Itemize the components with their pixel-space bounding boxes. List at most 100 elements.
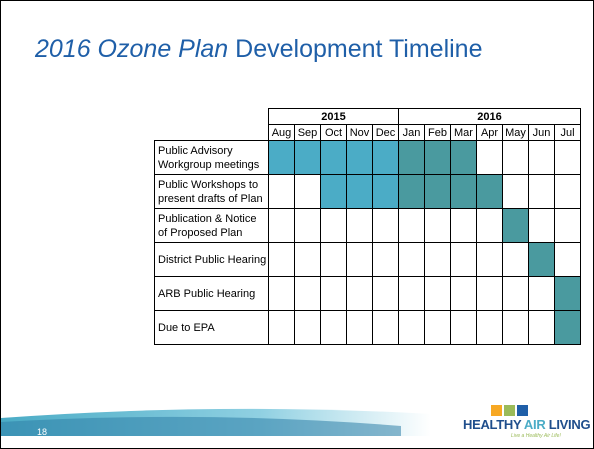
task-row: District Public Hearing [154, 242, 581, 277]
empty-cell [554, 174, 581, 209]
empty-cell [450, 310, 477, 345]
filled-cell [528, 242, 555, 277]
logo: HEALTHY AIR LIVING Live a Healthy Air Li… [463, 403, 591, 443]
empty-cell [346, 242, 373, 277]
filled-cell [372, 140, 399, 175]
filled-cell [294, 140, 321, 175]
task-label: ARB Public Hearing [154, 276, 269, 311]
filled-cell [372, 174, 399, 209]
task-label: Due to EPA [154, 310, 269, 345]
empty-cell [268, 276, 295, 311]
empty-cell [502, 242, 529, 277]
month-header: Aug [268, 124, 295, 141]
logo-tagline: Live a Healthy Air Life! [511, 433, 561, 439]
logo-square [517, 405, 528, 416]
empty-cell [268, 174, 295, 209]
filled-cell [346, 174, 373, 209]
swoosh-shade [1, 416, 401, 436]
empty-cell [320, 276, 347, 311]
empty-cell [502, 310, 529, 345]
month-header: Sep [294, 124, 321, 141]
month-header: Jan [398, 124, 425, 141]
empty-cell [294, 208, 321, 243]
filled-cell [554, 276, 581, 311]
empty-cell [554, 140, 581, 175]
empty-cell [320, 310, 347, 345]
empty-cell [502, 174, 529, 209]
empty-cell [268, 310, 295, 345]
empty-cell [268, 242, 295, 277]
empty-cell [398, 310, 425, 345]
timeline-table: 2015 2016 Aug Sep Oct Nov Dec Jan Feb Mar Apr May Ju… [154, 108, 581, 345]
page-number: 18 [37, 427, 48, 437]
empty-cell [346, 310, 373, 345]
empty-cell [294, 242, 321, 277]
filled-cell [424, 140, 451, 175]
task-label: District Public Hearing [154, 242, 269, 277]
filled-cell [398, 174, 425, 209]
empty-cell [554, 242, 581, 277]
empty-cell [398, 242, 425, 277]
filled-cell [476, 174, 503, 209]
year-header: 2016 [398, 108, 581, 125]
logo-text: HEALTHY AIR LIVING [463, 417, 591, 432]
empty-cell [476, 208, 503, 243]
empty-cell [424, 310, 451, 345]
empty-cell [320, 242, 347, 277]
month-row: Aug Sep Oct Nov Dec Jan Feb Mar Apr May Jun Jul [155, 124, 581, 141]
task-row: ARB Public Hearing [154, 276, 581, 311]
empty-cell [424, 208, 451, 243]
empty-cell [476, 276, 503, 311]
empty-cell [450, 276, 477, 311]
logo-word: HEALTHY [463, 417, 524, 432]
empty-cell [372, 276, 399, 311]
filled-cell [554, 310, 581, 345]
month-header: May [502, 124, 529, 141]
empty-cell [346, 208, 373, 243]
logo-word: AIR [523, 417, 546, 432]
task-label: Publication & Notice of Proposed Plan [154, 208, 269, 243]
empty-cell [528, 310, 555, 345]
empty-cell [528, 276, 555, 311]
month-header: Dec [372, 124, 399, 141]
empty-cell [424, 242, 451, 277]
empty-cell [320, 208, 347, 243]
empty-cell [372, 242, 399, 277]
empty-cell [502, 140, 529, 175]
filled-cell [320, 140, 347, 175]
filled-cell [502, 208, 529, 243]
task-label: Public Advisory Workgroup meetings [154, 140, 269, 175]
month-header: Feb [424, 124, 451, 141]
title: 2016 Ozone Plan Development Timeline [35, 35, 483, 64]
empty-cell [450, 242, 477, 277]
filled-cell [450, 174, 477, 209]
year-header: 2015 [268, 108, 399, 125]
empty-cell [398, 276, 425, 311]
footer-swoosh [1, 408, 431, 436]
empty-cell [450, 208, 477, 243]
filled-cell [398, 140, 425, 175]
empty-cell [476, 242, 503, 277]
logo-square [491, 405, 502, 416]
empty-cell [476, 310, 503, 345]
empty-cell [528, 208, 555, 243]
empty-cell [476, 140, 503, 175]
filled-cell [346, 140, 373, 175]
filled-cell [450, 140, 477, 175]
empty-cell [554, 208, 581, 243]
empty-cell [294, 174, 321, 209]
logo-word: LIVING [545, 417, 591, 432]
title-emphasis: 2016 Ozone Plan [35, 35, 229, 63]
task-row: Public Advisory Workgroup meetings [154, 140, 581, 175]
empty-cell [528, 140, 555, 175]
empty-cell [424, 276, 451, 311]
empty-cell [294, 310, 321, 345]
empty-cell [346, 276, 373, 311]
task-label: Public Workshops to present drafts of Pl… [154, 174, 269, 209]
month-header: Apr [476, 124, 503, 141]
task-row: Publication & Notice of Proposed Plan [154, 208, 581, 243]
month-header: Jul [554, 124, 581, 141]
month-header: Nov [346, 124, 373, 141]
empty-cell [398, 208, 425, 243]
